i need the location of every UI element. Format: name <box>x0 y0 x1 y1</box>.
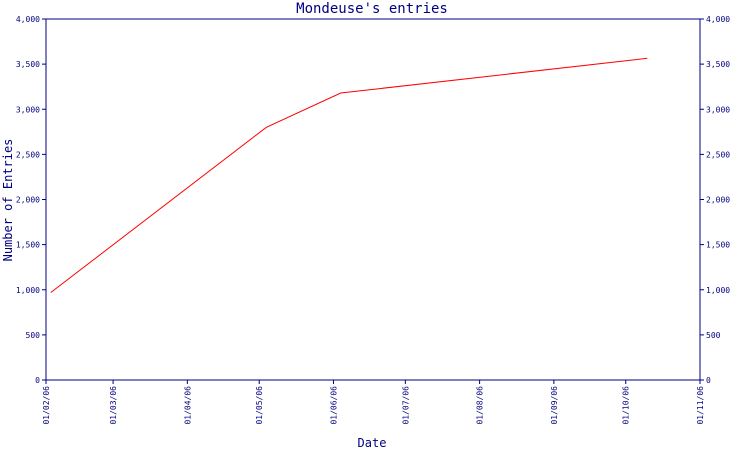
x-tick-label: 01/04/06 <box>183 386 192 425</box>
y-tick-label-left: 1,500 <box>16 241 40 250</box>
y-tick-label-left: 3,500 <box>16 60 40 69</box>
chart-title: Mondeuse's entries <box>296 1 448 17</box>
y-tick-label-left: 1,000 <box>16 286 40 295</box>
series-line <box>50 57 648 293</box>
y-tick-label-right: 2,000 <box>706 196 730 205</box>
y-axis-label: Number of Entries <box>1 139 15 262</box>
series-layer <box>50 57 648 293</box>
x-tick-label: 01/11/06 <box>696 386 705 425</box>
y-tick-label-right: 4,000 <box>706 15 730 24</box>
y-tick-label-right: 1,500 <box>706 241 730 250</box>
plot-frame <box>45 18 701 381</box>
y-tick-label-left: 3,000 <box>16 105 40 114</box>
x-tick-label: 01/03/06 <box>109 386 118 425</box>
x-tick-label: 01/05/06 <box>255 386 264 425</box>
x-axis-label: Date <box>358 436 387 450</box>
x-axis: 01/02/06 01/03/06 01/04/06 01/05/06 01/06/06… <box>42 380 705 425</box>
y-axis-right: 0 500 1,000 1,500 2,000 2,500 3,000 3,500 4,000 <box>700 15 730 385</box>
x-tick-label: 01/08/06 <box>476 386 485 425</box>
y-tick-label-left: 500 <box>26 331 41 340</box>
y-tick-label-left: 0 <box>35 376 40 385</box>
y-tick-label-left: 4,000 <box>16 15 40 24</box>
y-tick-label-right: 3,500 <box>706 60 730 69</box>
y-tick-label-right: 2,500 <box>706 150 730 159</box>
y-tick-label-left: 2,500 <box>16 150 40 159</box>
y-tick-label-right: 1,000 <box>706 286 730 295</box>
x-tick-label: 01/10/06 <box>622 386 631 425</box>
y-tick-label-right: 3,000 <box>706 105 730 114</box>
x-tick-label: 01/06/06 <box>329 386 338 425</box>
x-tick-label: 01/02/06 <box>42 386 51 425</box>
x-tick-label: 01/09/06 <box>550 386 559 425</box>
y-tick-label-right: 0 <box>706 376 711 385</box>
y-axis-left: 0 500 1,000 1,500 2,000 2,500 3,000 3,500 4,000 <box>16 15 46 385</box>
y-tick-label-right: 500 <box>706 331 721 340</box>
x-tick-label: 01/07/06 <box>401 386 410 425</box>
y-tick-label-left: 2,000 <box>16 196 40 205</box>
